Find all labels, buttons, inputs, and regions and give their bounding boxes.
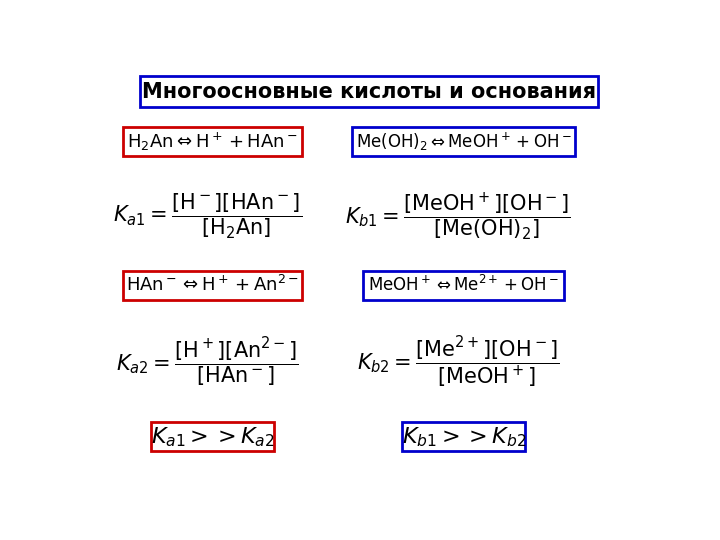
Text: $K_{b1} = \dfrac{[\mathrm{MeOH^+}][\mathrm{OH^-}]}{[\mathrm{Me(OH)_2}]}$: $K_{b1} = \dfrac{[\mathrm{MeOH^+}][\math… (346, 191, 571, 243)
FancyBboxPatch shape (124, 271, 302, 300)
Text: $\mathrm{Me(OH)_2 \Leftrightarrow MeOH^+ + OH^-}$: $\mathrm{Me(OH)_2 \Leftrightarrow MeOH^+… (356, 131, 572, 153)
Text: Многоосновные кислоты и основания: Многоосновные кислоты и основания (142, 82, 596, 102)
Text: $K_{a2} = \dfrac{[\mathrm{H^+}][\mathrm{An^{2-}}]}{[\mathrm{HAn^-}]}$: $K_{a2} = \dfrac{[\mathrm{H^+}][\mathrm{… (116, 335, 299, 389)
FancyBboxPatch shape (364, 271, 564, 300)
FancyBboxPatch shape (402, 422, 526, 451)
Text: $K_{a1} = \dfrac{[\mathrm{H^-}][\mathrm{HAn^-}]}{[\mathrm{H_2An}]}$: $K_{a1} = \dfrac{[\mathrm{H^-}][\mathrm{… (112, 192, 302, 241)
Text: $\mathbf{\mathit{K_{a1} >> K_{a2}}}$: $\mathbf{\mathit{K_{a1} >> K_{a2}}}$ (151, 425, 274, 449)
FancyBboxPatch shape (151, 422, 274, 451)
Text: $\mathrm{MeOH^+ \Leftrightarrow Me^{2+} + OH^-}$: $\mathrm{MeOH^+ \Leftrightarrow Me^{2+} … (368, 275, 559, 295)
FancyBboxPatch shape (124, 127, 302, 156)
Text: $K_{b2} = \dfrac{[\mathrm{Me^{2+}}][\mathrm{OH^-}]}{[\mathrm{MeOH^+}]}$: $K_{b2} = \dfrac{[\mathrm{Me^{2+}}][\mat… (357, 334, 559, 390)
Text: $\mathbf{\mathit{K_{b1} >> K_{b2}}}$: $\mathbf{\mathit{K_{b1} >> K_{b2}}}$ (402, 425, 526, 449)
FancyBboxPatch shape (352, 127, 575, 156)
FancyBboxPatch shape (140, 76, 598, 107)
Text: $\mathrm{HAn^- \Leftrightarrow H^+ + An^{2-}}$: $\mathrm{HAn^- \Leftrightarrow H^+ + An^… (126, 275, 300, 295)
Text: $\mathrm{H_2An \Leftrightarrow H^+ + HAn^-}$: $\mathrm{H_2An \Leftrightarrow H^+ + HAn… (127, 131, 298, 153)
